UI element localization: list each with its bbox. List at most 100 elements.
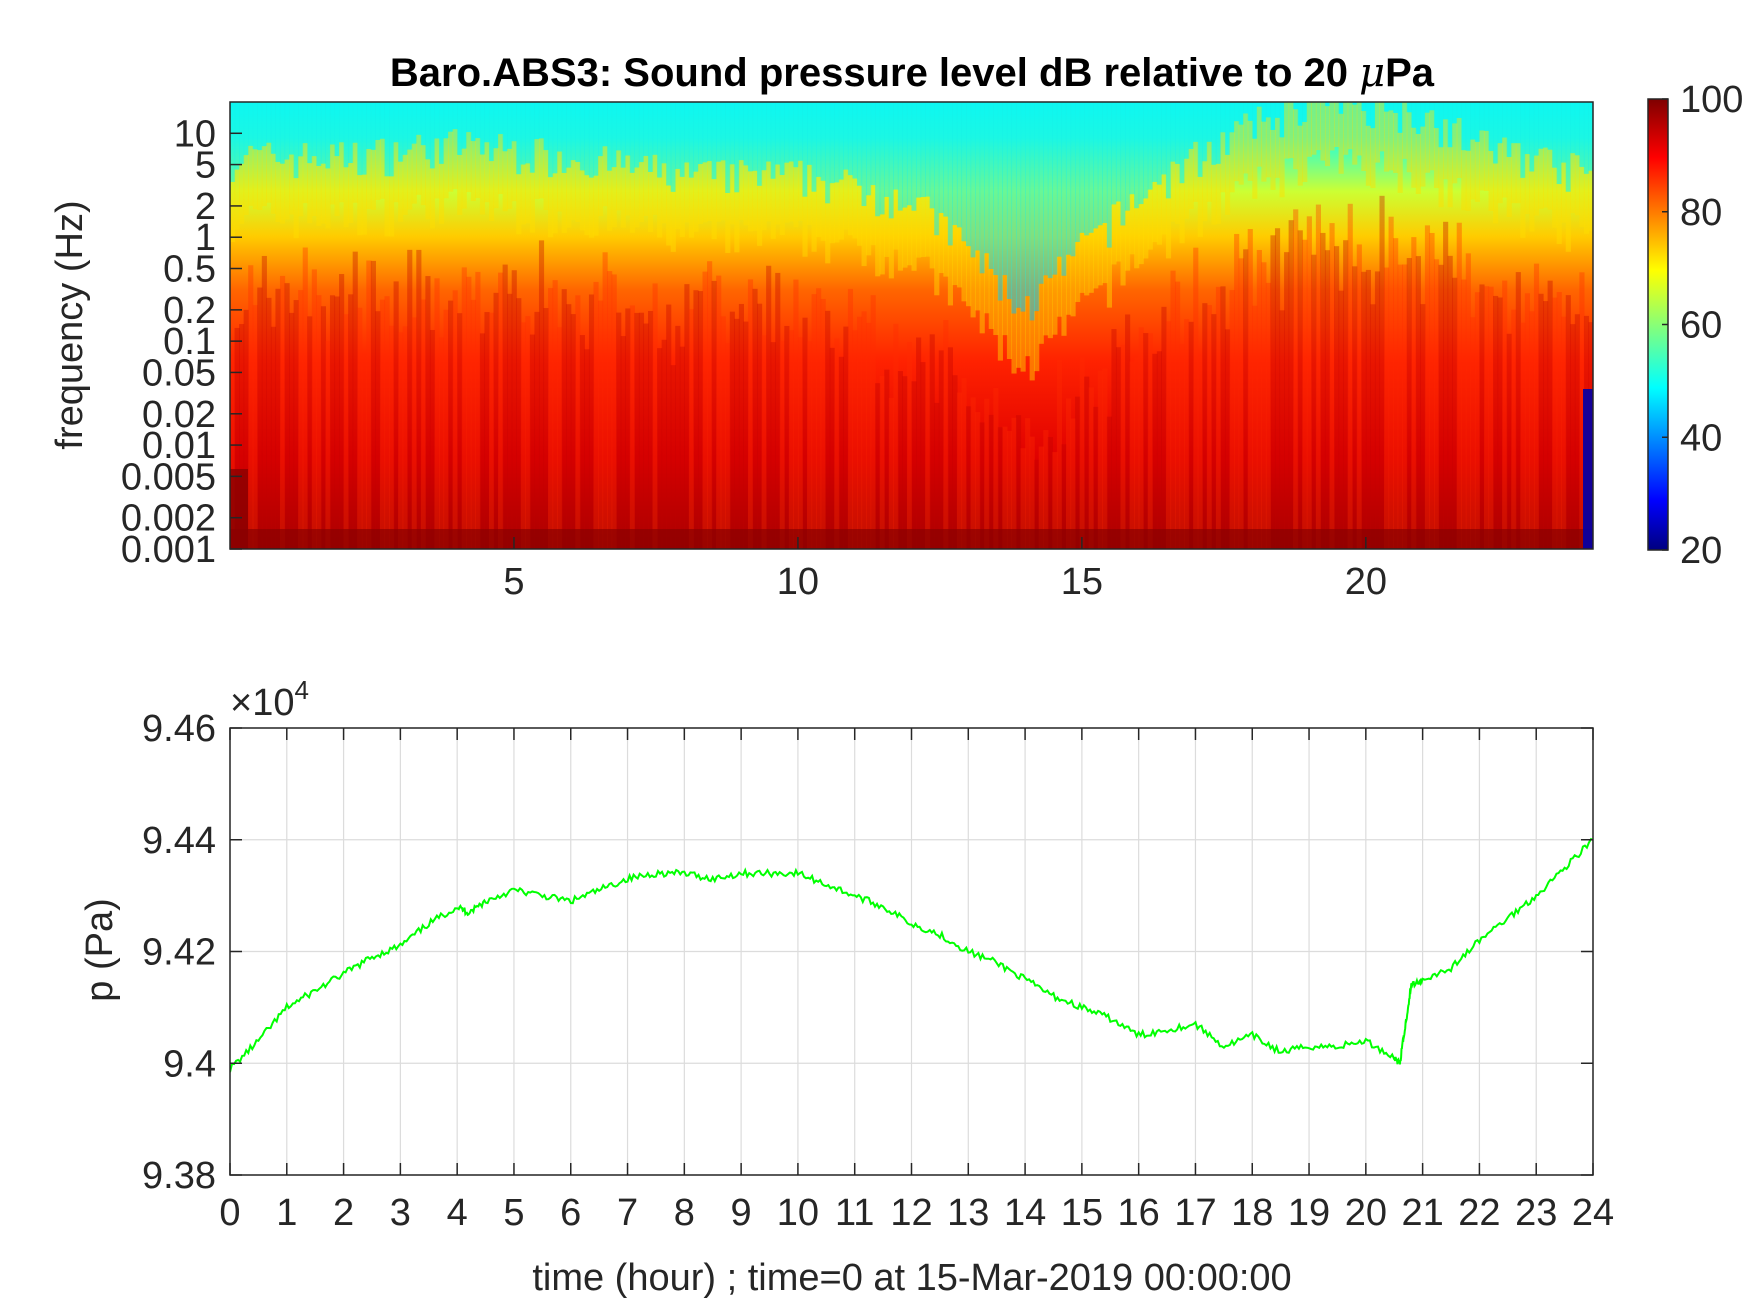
spectrogram-column-low <box>493 292 499 549</box>
spectrogram-column-low <box>634 312 640 549</box>
spectrogram-y-ticks: 105210.50.20.10.050.020.010.0050.0020.00… <box>121 113 242 571</box>
spectrogram-column-mid <box>1488 150 1494 211</box>
spectrogram-column-mid <box>1365 125 1371 186</box>
spectrogram-column-top <box>352 102 358 143</box>
spectrogram-column-top <box>434 102 440 139</box>
spectrogram-column-low <box>657 348 663 549</box>
spectrogram-column-top <box>475 102 481 139</box>
spectrogram-column-low <box>734 318 740 549</box>
spectrogram-column-low <box>602 252 608 549</box>
spectrogram-column-low <box>1524 293 1530 549</box>
spectrogram-column-mid <box>1465 150 1471 211</box>
spectrogram-column-top <box>775 102 781 165</box>
spectrogram-column-mid <box>448 131 454 192</box>
spectrogram-column-top <box>1065 102 1072 255</box>
spectrogram-column-top <box>1061 102 1067 276</box>
spectrogram-column-low <box>861 311 867 549</box>
spectrogram-column-top <box>947 102 953 246</box>
spectrogram-column-top <box>625 102 631 156</box>
spectrogram-column-low <box>856 316 863 549</box>
spectrogram-texture <box>230 102 1593 549</box>
spectrogram-column-mid <box>961 241 967 302</box>
spectrogram-column-mid <box>738 160 744 221</box>
spectrogram-column-low <box>1552 297 1558 549</box>
spectrogram-column-low <box>1352 266 1358 549</box>
pressure-x-tick-label: 19 <box>1288 1192 1330 1234</box>
spectrogram-column-mid <box>906 205 913 266</box>
spectrogram-column-top <box>884 102 890 197</box>
spectrogram-column-top <box>593 102 599 176</box>
spectrogram-column-low <box>943 320 949 549</box>
spectrogram-column-low <box>784 325 790 549</box>
pressure-x-tick-label: 1 <box>276 1192 297 1234</box>
spectrogram-column-mid <box>1470 139 1476 200</box>
spectrogram-column-low <box>230 355 236 549</box>
pressure-x-tick-label: 21 <box>1401 1192 1443 1234</box>
spectrogram-column-mid <box>1284 102 1290 159</box>
spectrogram-column-top <box>375 102 381 140</box>
spectrogram-column-low <box>993 387 999 549</box>
spectrogram-column-mid <box>761 170 767 231</box>
spectrogram-column-low <box>1015 415 1022 549</box>
spectrogram-column-mid <box>1493 163 1499 224</box>
spectrogram-column-low <box>429 329 436 549</box>
spectrogram-column-top <box>402 102 408 155</box>
spectrogram-column-mid <box>1002 275 1008 336</box>
spectrogram-column-top <box>611 102 617 168</box>
spectrogram-column-top <box>1238 102 1244 125</box>
spectrogram-column-top <box>1029 102 1035 321</box>
spectrogram-column-mid <box>697 164 704 225</box>
spectrogram-column-top <box>934 102 940 236</box>
spectrogram-column-mid <box>1433 128 1440 189</box>
pressure-x-tick-label: 14 <box>1004 1192 1046 1234</box>
spectrogram-y-label: frequency (Hz) <box>49 200 91 449</box>
pressure-y-label: p (Pa) <box>79 898 121 1001</box>
spectrogram-column-mid <box>416 134 422 195</box>
spectrogram-column-top <box>1511 102 1517 144</box>
spectrogram-column-low <box>847 288 854 549</box>
spectrogram-column-mid <box>1311 102 1317 155</box>
spectrogram-column-low <box>934 402 940 549</box>
spectrogram-column-mid <box>1252 138 1258 199</box>
spectrogram-column-top <box>1556 102 1562 185</box>
spectrogram-column-low <box>757 303 763 549</box>
spectrogram-column-top <box>620 102 626 168</box>
spectrogram-column-mid <box>607 170 613 231</box>
spectrogram-column-mid <box>1138 204 1144 265</box>
spectrogram-column-mid <box>1361 111 1367 172</box>
spectrogram-column-top <box>1243 102 1249 114</box>
spectrogram-column-low <box>802 317 808 549</box>
spectrogram-column-mid <box>875 216 881 277</box>
spectrogram-column-low <box>975 412 981 549</box>
spectrogram-y-tick-label: 10 <box>174 113 216 155</box>
spectrogram-column-mid <box>893 189 899 250</box>
spectrogram-column-low <box>1447 255 1453 549</box>
spectrogram-column-top <box>993 102 999 276</box>
spectrogram-column-mid <box>557 151 563 212</box>
spectrogram-column-low <box>416 249 422 549</box>
spectrogram-column-top <box>561 102 567 173</box>
pressure-y-tick-label: 9.46 <box>142 708 216 750</box>
spectrogram-column-mid <box>811 191 817 252</box>
spectrogram-column-low <box>761 335 767 549</box>
spectrogram-column-low <box>266 297 272 549</box>
spectrogram-column-mid <box>1352 104 1358 165</box>
spectrogram-column-low <box>1261 262 1267 549</box>
spectrogram-column-mid <box>443 138 449 199</box>
spectrogram-column-low <box>852 330 858 549</box>
spectrogram-column-top <box>398 102 404 162</box>
spectrogram-column-mid <box>348 163 354 224</box>
spectrogram-column-mid <box>1474 141 1481 202</box>
spectrogram-column-mid <box>520 164 526 225</box>
spectrogram-column-mid <box>1447 147 1453 208</box>
spectrogram-column-mid <box>1402 102 1408 159</box>
spectrogram-column-low <box>1370 304 1376 549</box>
spectrogram-column-mid <box>1056 256 1063 317</box>
spectrogram-column-mid <box>1565 191 1571 252</box>
spectrogram-column-mid <box>1574 155 1580 216</box>
pressure-series-line <box>230 837 1593 1073</box>
spectrogram-column-top <box>1170 102 1176 162</box>
spectrogram-column-low <box>352 251 358 549</box>
spectrogram-column-mid <box>866 195 872 256</box>
spectrogram-column-low <box>1079 357 1085 549</box>
